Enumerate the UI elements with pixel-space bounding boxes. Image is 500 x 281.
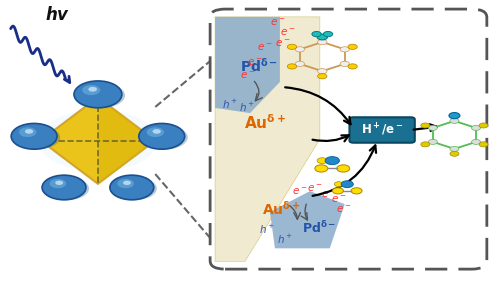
Circle shape	[318, 34, 327, 40]
Circle shape	[317, 158, 328, 164]
Circle shape	[421, 123, 430, 128]
Text: $e^-$: $e^-$	[321, 189, 336, 200]
Text: $e^-$: $e^-$	[331, 194, 346, 205]
Text: $h^+$: $h^+$	[240, 101, 256, 114]
Circle shape	[315, 165, 328, 172]
Circle shape	[479, 123, 488, 128]
Circle shape	[324, 31, 332, 37]
Text: $\bfit{hv}$: $\bfit{hv}$	[46, 6, 70, 24]
Circle shape	[50, 179, 66, 188]
Circle shape	[152, 129, 161, 134]
Polygon shape	[40, 97, 156, 184]
Polygon shape	[215, 17, 280, 113]
Ellipse shape	[38, 110, 158, 171]
Text: $e^-$: $e^-$	[280, 27, 295, 38]
Ellipse shape	[48, 115, 148, 166]
Circle shape	[348, 44, 358, 49]
Circle shape	[74, 81, 122, 108]
Circle shape	[288, 44, 296, 49]
Circle shape	[19, 127, 36, 137]
Circle shape	[317, 34, 328, 40]
Circle shape	[88, 87, 97, 92]
Circle shape	[295, 47, 304, 52]
Circle shape	[472, 125, 480, 130]
Circle shape	[295, 61, 304, 67]
Circle shape	[450, 114, 459, 119]
Text: $e^-$: $e^-$	[247, 57, 263, 68]
Circle shape	[351, 188, 362, 194]
Circle shape	[42, 175, 86, 200]
Circle shape	[428, 139, 438, 144]
Circle shape	[318, 74, 327, 79]
Circle shape	[318, 39, 327, 45]
Circle shape	[118, 179, 134, 188]
Circle shape	[332, 188, 344, 194]
Circle shape	[340, 47, 349, 52]
Circle shape	[450, 118, 459, 123]
Circle shape	[334, 182, 343, 187]
Circle shape	[348, 64, 358, 69]
Text: $\mathbf{H^+/e^-}$: $\mathbf{H^+/e^-}$	[361, 122, 404, 138]
Text: Pd$^{\mathbf{\delta-}}$: Pd$^{\mathbf{\delta-}}$	[302, 220, 336, 236]
Text: $h^+$: $h^+$	[222, 98, 238, 111]
Polygon shape	[215, 17, 320, 261]
Circle shape	[55, 181, 63, 185]
Circle shape	[318, 69, 327, 74]
FancyBboxPatch shape	[350, 117, 415, 143]
Text: Au$^{\mathbf{\delta+}}$: Au$^{\mathbf{\delta+}}$	[244, 113, 286, 132]
Ellipse shape	[111, 177, 157, 200]
Circle shape	[479, 142, 488, 147]
Text: $h^+$: $h^+$	[260, 223, 276, 236]
Circle shape	[139, 123, 184, 149]
Text: $e^-$: $e^-$	[307, 183, 322, 194]
FancyBboxPatch shape	[210, 9, 487, 269]
Text: $e^-$: $e^-$	[336, 204, 351, 215]
Circle shape	[421, 142, 430, 147]
Circle shape	[25, 129, 33, 134]
Circle shape	[110, 175, 154, 200]
Text: Au$^{\mathbf{\delta+}}$: Au$^{\mathbf{\delta+}}$	[262, 200, 301, 217]
Circle shape	[11, 123, 57, 149]
Ellipse shape	[12, 125, 60, 150]
Text: Pd$^{\mathbf{\delta-}}$: Pd$^{\mathbf{\delta-}}$	[240, 56, 278, 74]
Ellipse shape	[140, 125, 188, 150]
Circle shape	[146, 127, 164, 137]
Circle shape	[450, 151, 459, 156]
Circle shape	[428, 125, 438, 130]
Circle shape	[341, 181, 353, 188]
Circle shape	[123, 181, 131, 185]
Circle shape	[449, 112, 460, 119]
Ellipse shape	[43, 177, 89, 200]
Text: $e^-$: $e^-$	[292, 186, 308, 197]
Ellipse shape	[58, 121, 138, 160]
Circle shape	[312, 31, 322, 37]
Ellipse shape	[75, 83, 125, 108]
Polygon shape	[98, 97, 156, 184]
Circle shape	[472, 139, 480, 144]
Circle shape	[325, 157, 340, 165]
Polygon shape	[270, 191, 344, 248]
Circle shape	[337, 165, 349, 172]
Ellipse shape	[70, 126, 126, 155]
Text: $e^-$: $e^-$	[274, 38, 290, 49]
Polygon shape	[40, 97, 156, 184]
Text: $e^-$: $e^-$	[270, 17, 285, 28]
Text: $e^-$: $e^-$	[257, 42, 273, 53]
Circle shape	[288, 64, 296, 69]
Circle shape	[450, 146, 459, 151]
Circle shape	[340, 61, 349, 67]
Text: $e^-$: $e^-$	[240, 70, 256, 81]
Circle shape	[82, 85, 100, 95]
Text: $h^+$: $h^+$	[277, 233, 293, 246]
